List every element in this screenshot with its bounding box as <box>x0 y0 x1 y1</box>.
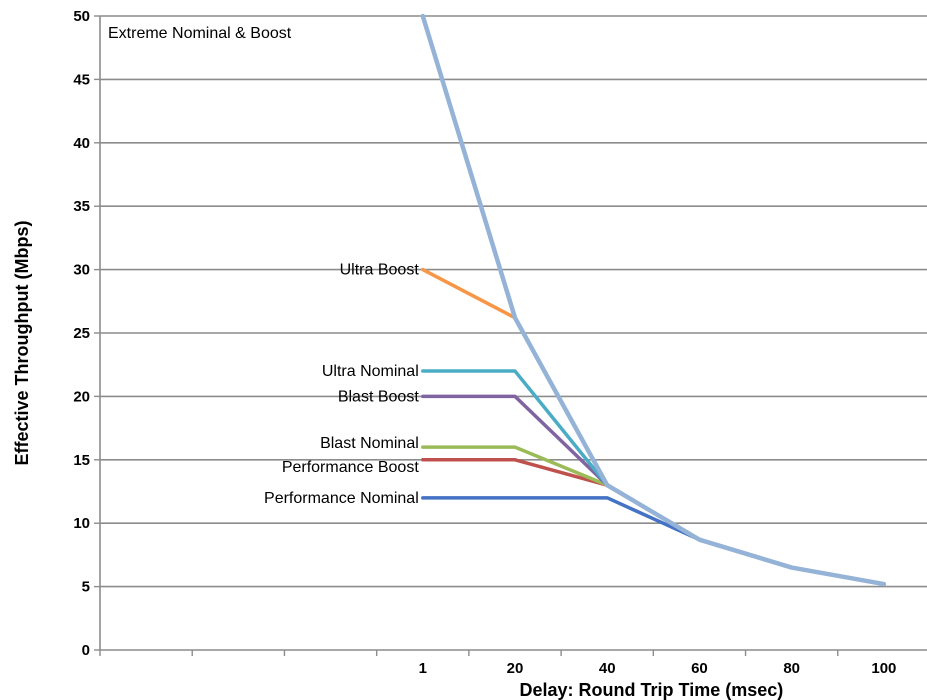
x-tick-label: 100 <box>871 660 896 677</box>
y-tick-label: 30 <box>73 262 90 279</box>
y-tick-label: 25 <box>73 325 90 342</box>
x-tick-label: 80 <box>783 660 800 677</box>
series-lines <box>420 13 887 587</box>
series-line-ultra-nominal <box>421 369 886 586</box>
y-tick-label: 20 <box>73 388 90 405</box>
x-tick-label: 1 <box>419 660 427 677</box>
series-labels: Performance Nominal Performance Boost Blas… <box>108 25 419 507</box>
series-label: Performance Boost <box>282 459 420 476</box>
series-label: Ultra Nominal <box>322 363 419 380</box>
x-axis-title: Delay: Round Trip Time (msec) <box>520 680 784 700</box>
series-line-ultra-boost <box>421 267 886 586</box>
y-tick-label: 45 <box>73 71 90 88</box>
x-tick-label: 60 <box>691 660 708 677</box>
y-tick-label: 50 <box>73 8 90 25</box>
series-label: Blast Boost <box>338 388 419 405</box>
y-tick-label: 5 <box>82 579 90 596</box>
axes <box>94 15 927 656</box>
y-tick-label: 0 <box>82 642 90 659</box>
y-axis-title: Effective Throughput (Mbps) <box>12 221 32 466</box>
series-label: Extreme Nominal & Boost <box>108 25 292 42</box>
series-label: Ultra Boost <box>340 262 420 279</box>
gridlines <box>100 15 927 588</box>
y-tick-label: 15 <box>73 452 90 469</box>
series-line-blast-boost <box>421 394 886 586</box>
series-line-extreme-nominal-boost <box>420 13 887 587</box>
y-tick-label: 10 <box>73 515 90 532</box>
series-label: Blast Nominal <box>320 435 419 452</box>
x-tick-label: 20 <box>507 660 524 677</box>
series-label: Performance Nominal <box>264 490 419 507</box>
series-line-blast-nominal <box>421 445 886 586</box>
y-tick-label: 35 <box>73 198 90 215</box>
series-line-performance-boost <box>421 458 886 586</box>
x-tick-label: 40 <box>599 660 616 677</box>
y-tick-label: 40 <box>73 135 90 152</box>
tick-labels: 0 5 10 15 20 25 30 35 40 45 50 1 20 40 60 80 100 <box>73 8 896 677</box>
